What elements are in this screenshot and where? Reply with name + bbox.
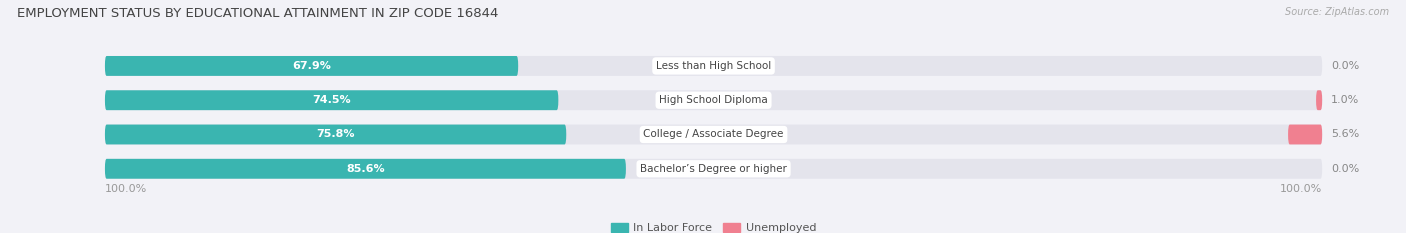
Text: 75.8%: 75.8%	[316, 130, 354, 140]
Text: Less than High School: Less than High School	[657, 61, 770, 71]
Text: 67.9%: 67.9%	[292, 61, 330, 71]
FancyBboxPatch shape	[105, 90, 558, 110]
FancyBboxPatch shape	[105, 125, 1322, 144]
FancyBboxPatch shape	[105, 125, 567, 144]
Text: 0.0%: 0.0%	[1331, 164, 1360, 174]
Text: 0.0%: 0.0%	[1331, 61, 1360, 71]
Text: 1.0%: 1.0%	[1331, 95, 1360, 105]
Text: College / Associate Degree: College / Associate Degree	[644, 130, 783, 140]
FancyBboxPatch shape	[105, 159, 626, 179]
Text: 100.0%: 100.0%	[105, 184, 148, 194]
FancyBboxPatch shape	[105, 159, 1322, 179]
FancyBboxPatch shape	[105, 56, 1322, 76]
Text: EMPLOYMENT STATUS BY EDUCATIONAL ATTAINMENT IN ZIP CODE 16844: EMPLOYMENT STATUS BY EDUCATIONAL ATTAINM…	[17, 7, 498, 20]
Text: High School Diploma: High School Diploma	[659, 95, 768, 105]
Text: 5.6%: 5.6%	[1331, 130, 1360, 140]
FancyBboxPatch shape	[105, 90, 1322, 110]
FancyBboxPatch shape	[105, 56, 519, 76]
Text: 100.0%: 100.0%	[1279, 184, 1322, 194]
FancyBboxPatch shape	[1288, 125, 1322, 144]
Text: 74.5%: 74.5%	[312, 95, 352, 105]
Legend: In Labor Force, Unemployed: In Labor Force, Unemployed	[606, 218, 821, 233]
FancyBboxPatch shape	[1316, 90, 1322, 110]
Text: Source: ZipAtlas.com: Source: ZipAtlas.com	[1285, 7, 1389, 17]
Text: 85.6%: 85.6%	[346, 164, 385, 174]
Text: Bachelor’s Degree or higher: Bachelor’s Degree or higher	[640, 164, 787, 174]
